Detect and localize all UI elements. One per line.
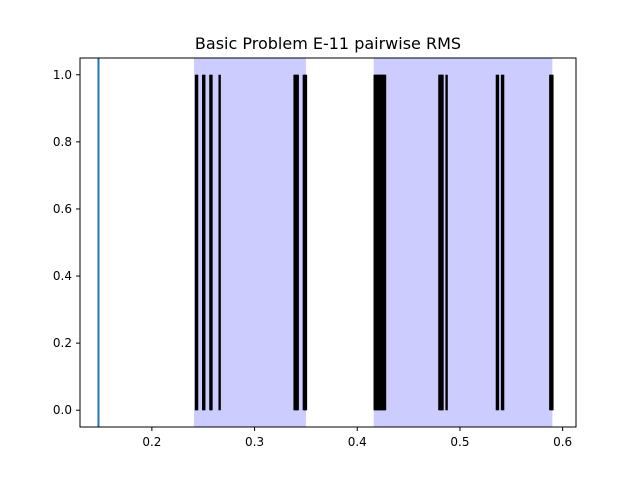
y-tick-label: 0.6 bbox=[53, 202, 72, 216]
x-tick-label: 0.4 bbox=[348, 435, 367, 449]
axes-frame bbox=[79, 57, 577, 428]
x-tick-label: 0.6 bbox=[553, 435, 572, 449]
shaded-region-2 bbox=[373, 58, 553, 427]
plot-area bbox=[97, 58, 554, 427]
x-tick-label: 0.3 bbox=[245, 435, 264, 449]
y-tick-label: 0.0 bbox=[53, 403, 72, 417]
y-tick-label: 1.0 bbox=[53, 68, 72, 82]
x-tick-label: 0.2 bbox=[142, 435, 161, 449]
y-tick-label: 0.4 bbox=[53, 269, 72, 283]
y-tick-label: 0.8 bbox=[53, 135, 72, 149]
chart-title: Basic Problem E-11 pairwise RMS bbox=[195, 34, 461, 53]
y-tick-label: 0.2 bbox=[53, 336, 72, 350]
axes: 0.2 0.3 0.4 0.5 0.6 0.0 0.2 0.4 0.6 0.8 1.0 bbox=[53, 57, 577, 449]
x-tick-label: 0.5 bbox=[450, 435, 469, 449]
